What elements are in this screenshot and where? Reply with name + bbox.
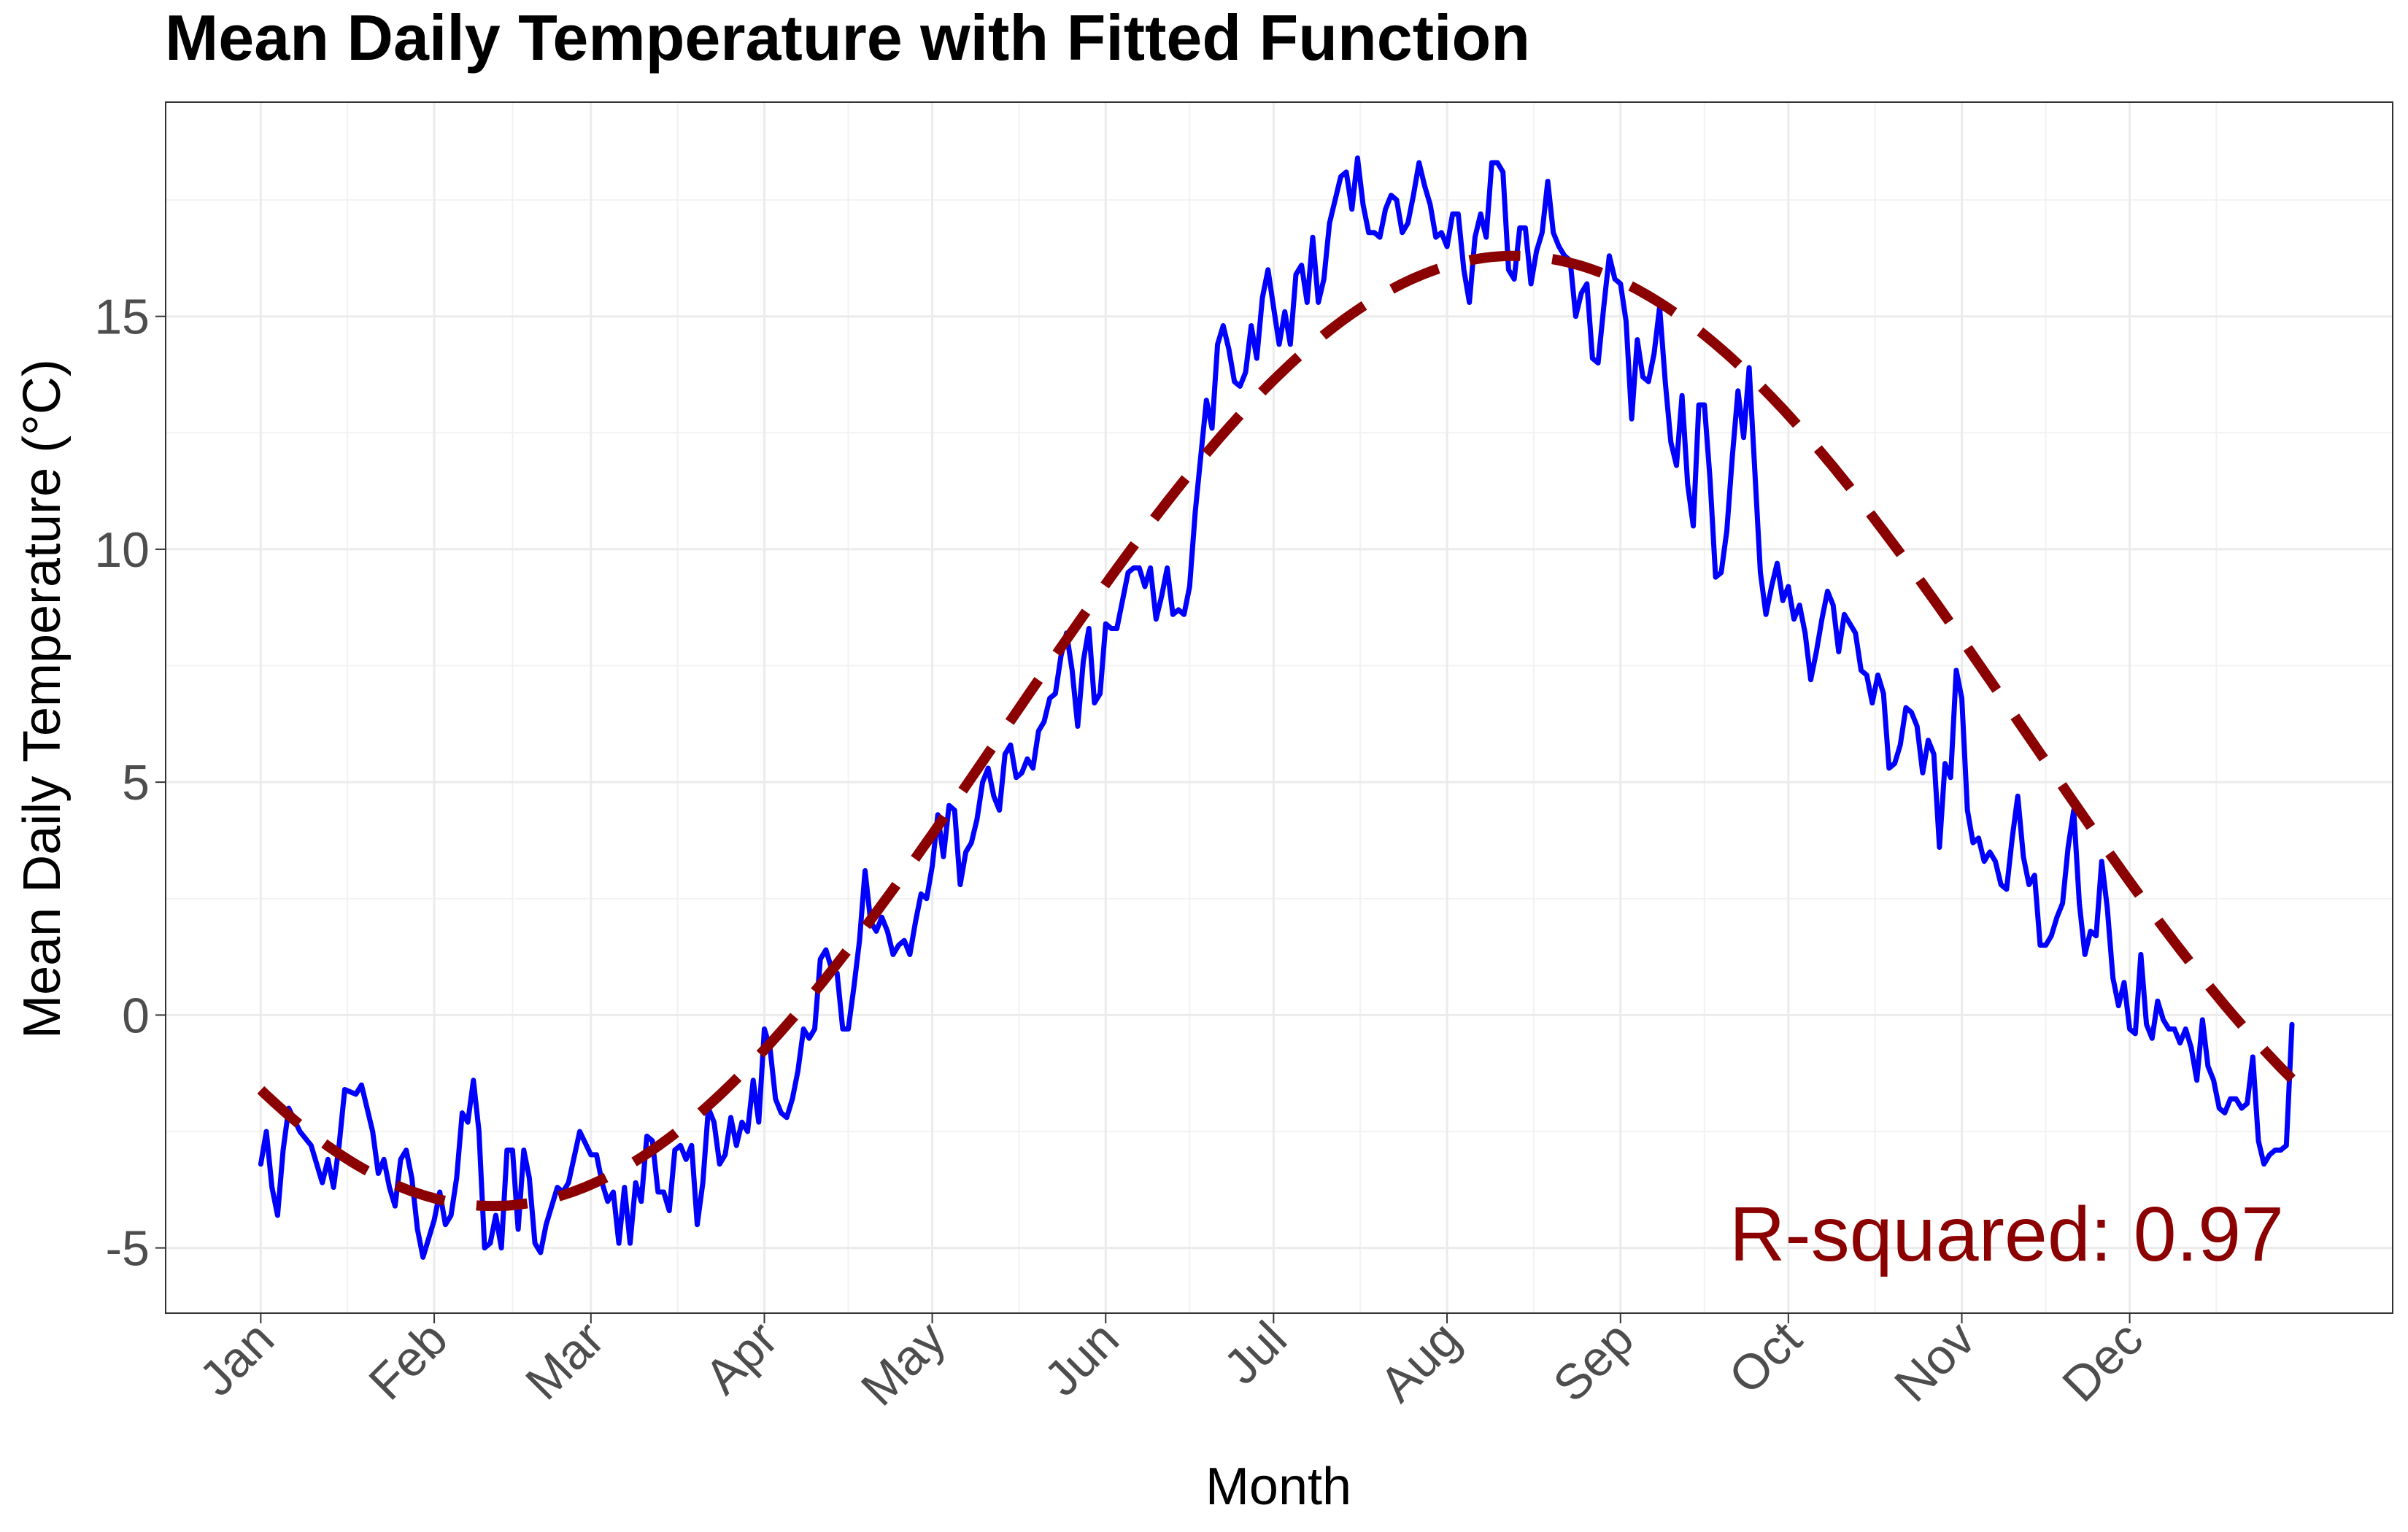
y-tick-label: 5: [122, 755, 150, 811]
y-tick-label: -5: [106, 1221, 150, 1277]
x-axis-title: Month: [1205, 1458, 1351, 1516]
y-axis-title: Mean Daily Temperature (°C): [13, 359, 72, 1039]
series-line-observed: [258, 155, 2295, 1260]
series-layer: [257, 155, 2296, 1260]
panel-border: [165, 101, 2393, 1314]
y-tick-label: 15: [94, 290, 150, 345]
r-squared-annotation: R-squared: 0.97: [1729, 1191, 2284, 1277]
y-tick-label: 10: [94, 522, 150, 578]
chart-title: Mean Daily Temperature with Fitted Funct…: [165, 1, 1530, 74]
y-tick-label: 0: [122, 988, 150, 1043]
series-line-fitted: [257, 250, 2296, 1212]
